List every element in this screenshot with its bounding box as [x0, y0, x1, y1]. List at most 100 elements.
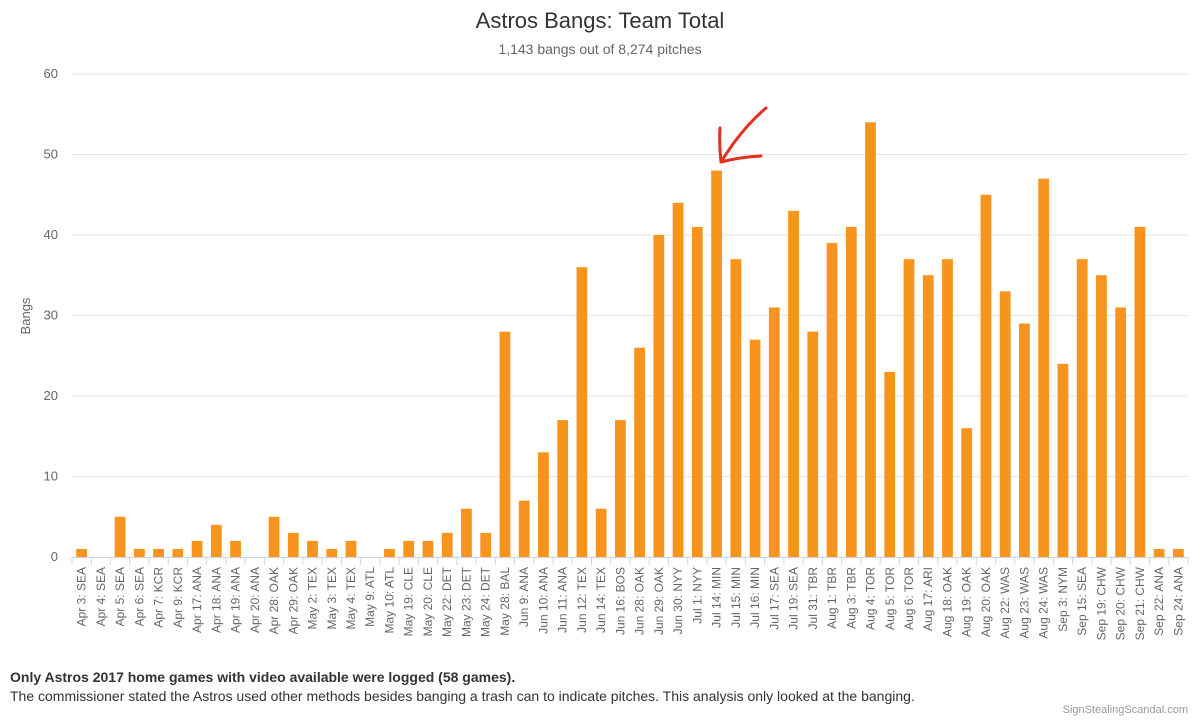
arrow-head-upper: [718, 126, 723, 164]
x-tick-label: May 22: DET: [440, 566, 454, 637]
bar[interactable]: [287, 532, 299, 557]
bar[interactable]: [1076, 259, 1088, 557]
x-tick-label: Jul 1: NYY: [690, 567, 704, 624]
bar[interactable]: [345, 540, 357, 557]
bar[interactable]: [672, 202, 684, 558]
x-tick-label: Sep 22: ANA: [1152, 567, 1166, 636]
x-tick-label: May 23: DET: [459, 566, 473, 637]
bar[interactable]: [76, 548, 88, 557]
bar[interactable]: [518, 500, 530, 557]
x-tick-label: Jun 16: BOS: [613, 567, 627, 635]
bar[interactable]: [884, 371, 896, 557]
x-tick-label: Aug 1: TBR: [825, 567, 839, 629]
bar[interactable]: [1057, 363, 1069, 557]
bar[interactable]: [191, 540, 203, 557]
bar[interactable]: [845, 226, 857, 557]
bar[interactable]: [422, 540, 434, 557]
bar[interactable]: [210, 524, 222, 557]
bar[interactable]: [499, 331, 511, 557]
bar[interactable]: [461, 508, 472, 557]
x-tick-label: Jul 14: MIN: [710, 567, 724, 628]
x-tick-label: Sep 15: SEA: [1075, 567, 1089, 636]
x-tick-label: Apr 3: SEA: [75, 567, 89, 626]
y-tick-label: 20: [44, 388, 58, 403]
x-tick-label: Aug 19: OAK: [960, 567, 974, 637]
bar[interactable]: [903, 259, 915, 557]
x-tick-label: Jul 19: SEA: [787, 567, 801, 630]
bar[interactable]: [538, 452, 549, 557]
annotation-arrow: [718, 106, 768, 164]
x-tick-label: May 4: TEX: [344, 567, 358, 629]
bar[interactable]: [172, 548, 184, 557]
bar[interactable]: [614, 420, 626, 557]
bar[interactable]: [480, 532, 492, 557]
credit-link[interactable]: SignStealingScandal.com: [1062, 704, 1188, 716]
bar[interactable]: [1134, 226, 1146, 557]
bar[interactable]: [114, 516, 126, 557]
x-tick-label: May 10: ATL: [382, 567, 396, 634]
bar[interactable]: [153, 548, 164, 557]
x-tick-label: Apr 5: SEA: [113, 567, 127, 626]
x-tick-label: Jun 29: OAK: [652, 567, 666, 635]
chart-title: Astros Bangs: Team Total: [475, 8, 725, 33]
bar[interactable]: [1096, 275, 1107, 557]
y-axis-ticks: 0 10 20 30 40 50 60: [44, 66, 58, 564]
y-tick-label: 40: [44, 227, 58, 242]
bar[interactable]: [268, 516, 280, 557]
x-tick-label: Sep 21: CHW: [1133, 566, 1147, 640]
bar[interactable]: [653, 235, 665, 557]
y-tick-label: 60: [44, 66, 58, 81]
bar[interactable]: [961, 428, 973, 557]
bar[interactable]: [999, 291, 1011, 557]
bar[interactable]: [557, 420, 569, 557]
bar[interactable]: [1115, 307, 1127, 557]
x-tick-label: Aug 18: OAK: [940, 567, 954, 637]
bar[interactable]: [1153, 548, 1165, 557]
bar[interactable]: [403, 540, 415, 557]
x-tick-label: Apr 4: SEA: [94, 567, 108, 626]
bar[interactable]: [826, 243, 838, 558]
footnote: The commissioner stated the Astros used …: [10, 688, 915, 704]
bar[interactable]: [942, 259, 953, 557]
x-tick-label: Jun 9: ANA: [517, 567, 531, 627]
bar[interactable]: [1172, 548, 1184, 557]
bar[interactable]: [441, 532, 453, 557]
bar[interactable]: [807, 331, 819, 557]
bar[interactable]: [634, 347, 646, 557]
arrow-shaft: [719, 106, 768, 164]
bar[interactable]: [1019, 323, 1030, 557]
x-tick-label: Sep 3: NYM: [1056, 567, 1070, 632]
y-tick-label: 50: [44, 147, 58, 162]
x-tick-label: Aug 5: TOR: [883, 567, 897, 630]
x-tick-label: Jul 16: MIN: [748, 567, 762, 628]
bar[interactable]: [133, 548, 145, 557]
bar[interactable]: [768, 307, 780, 557]
bar-chart: 0 10 20 30 40 50 60 Bangs Apr 3: SEA Apr 4: SEA…: [18, 66, 1189, 640]
bar[interactable]: [749, 339, 761, 557]
bar[interactable]: [922, 275, 934, 557]
bar[interactable]: [788, 210, 799, 557]
bar[interactable]: [384, 548, 395, 557]
bars: [76, 122, 1184, 558]
bar[interactable]: [691, 226, 703, 557]
bar[interactable]: [576, 267, 588, 557]
bar[interactable]: [730, 259, 742, 557]
x-tick-label: Jun 12: TEX: [575, 567, 589, 633]
bar[interactable]: [980, 194, 992, 557]
x-tick-label: Apr 28: OAK: [267, 567, 281, 634]
bar[interactable]: [326, 548, 338, 557]
x-axis-ticks: Apr 3: SEA Apr 4: SEA Apr 5: SEA Apr 6: SEA…: [71, 557, 1189, 640]
bar[interactable]: [230, 540, 241, 557]
x-tick-label: Apr 19: ANA: [229, 567, 243, 633]
x-tick-label: Jun 11: ANA: [556, 567, 570, 633]
y-axis-title: Bangs: [18, 297, 33, 334]
x-tick-label: Aug 20: OAK: [979, 567, 993, 637]
bar[interactable]: [595, 508, 607, 557]
x-tick-label: May 24: DET: [479, 566, 493, 637]
x-tick-label: Jul 17: SEA: [767, 567, 781, 630]
y-tick-label: 30: [44, 308, 58, 323]
bar[interactable]: [1038, 178, 1050, 557]
bar[interactable]: [307, 540, 318, 557]
bar[interactable]: [711, 170, 722, 557]
bar[interactable]: [865, 122, 876, 558]
